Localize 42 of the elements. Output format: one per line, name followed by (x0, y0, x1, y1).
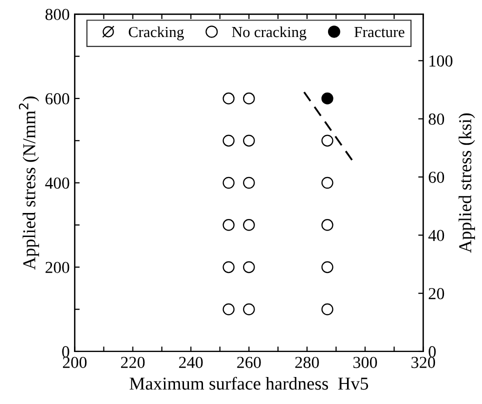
point (222, 134, 235, 147)
y2-tick-label: 40 (428, 230, 444, 242)
point (243, 303, 255, 316)
x-tick-label: 260 (237, 356, 261, 368)
point (321, 261, 334, 274)
y2-tick-label: 100 (430, 55, 452, 67)
point (222, 176, 235, 189)
x-axis-title: Maximum surface hardness Hv5 (130, 376, 368, 390)
y2-tick-label: 60 (428, 172, 444, 183)
point (321, 92, 334, 104)
point (222, 219, 235, 231)
x-tick-label: 300 (353, 356, 377, 368)
y-tick-label: 0 (62, 346, 70, 358)
legend-label: Cracking (128, 26, 184, 40)
point (243, 261, 255, 274)
point (243, 219, 255, 231)
legend-label: No cracking (232, 26, 306, 40)
y-tick-label: 200 (46, 262, 70, 274)
point (243, 134, 255, 147)
point (321, 176, 334, 189)
x-tick-label: 220 (121, 356, 145, 368)
point (321, 303, 334, 316)
y-tick-label: 400 (45, 178, 70, 189)
point (243, 176, 255, 189)
y2-tick-label: 20 (428, 288, 444, 300)
y-tick-label: 600 (46, 93, 70, 104)
point (222, 92, 235, 104)
x-tick-label: 320 (411, 356, 436, 368)
y2-axis-title: Applied stress (ksi) (458, 113, 475, 253)
y-tick-label: 800 (45, 8, 70, 20)
y2-tick-label: 80 (428, 114, 444, 125)
x-tick-label: 280 (295, 356, 319, 368)
point (222, 303, 235, 316)
legend-label: Fracture (354, 27, 404, 38)
y-axis-title: Applied stress (N/mm$^{2}$) (18, 96, 40, 270)
x-tick-label: 200 (62, 356, 87, 368)
point (243, 92, 255, 104)
point (321, 134, 334, 147)
y2-tick-label: 0 (428, 346, 436, 358)
point (222, 261, 235, 274)
point (321, 219, 334, 231)
x-tick-label: 240 (179, 356, 203, 368)
